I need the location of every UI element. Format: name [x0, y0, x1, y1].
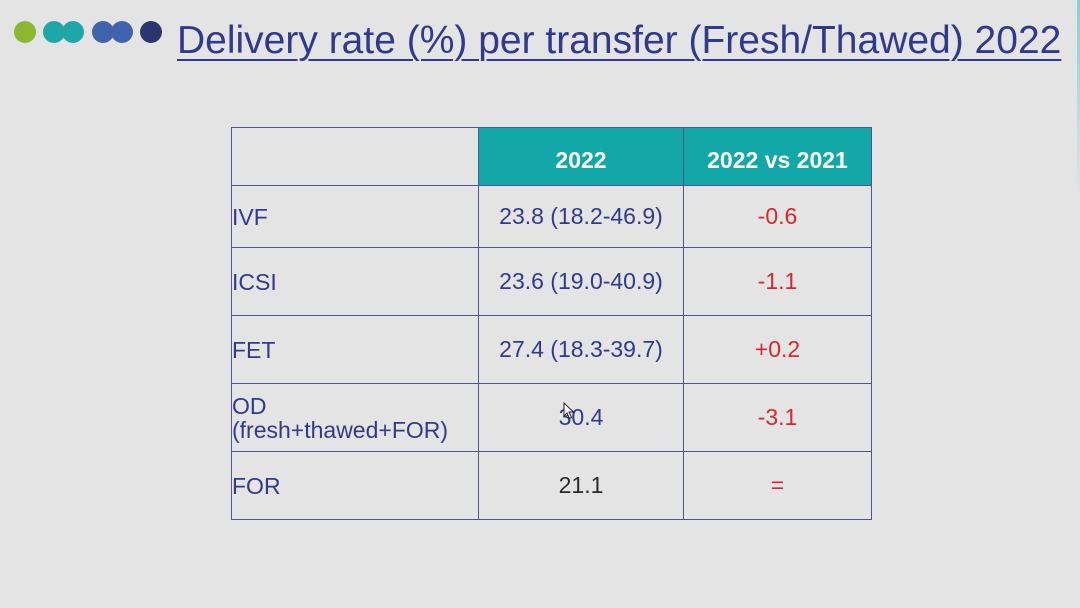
row-label-cell: IVF	[231, 185, 479, 248]
header-cell-empty	[231, 127, 479, 186]
row-label-cell: OD (fresh+thawed+FOR)	[231, 383, 479, 452]
dot-teal-icon	[43, 21, 65, 43]
row-label-cell: ICSI	[231, 247, 479, 316]
header-cell-2022: 2022	[478, 127, 684, 186]
row-label-cell: FOR	[231, 451, 479, 520]
edge-accent	[1077, 0, 1080, 200]
mouse-pointer-icon	[563, 402, 575, 420]
header-cell-2022-vs-2021: 2022 vs 2021	[683, 127, 872, 186]
dot-navy-icon	[140, 21, 162, 43]
dot-green-icon	[14, 21, 36, 43]
table-row: FOR 21.1 =	[231, 451, 872, 520]
row-label: FET	[232, 336, 276, 363]
value-cell: 21.1	[478, 451, 684, 520]
change-cell: -3.1	[683, 383, 872, 452]
table-row: IVF 23.8 (18.2-46.9) -0.6	[231, 185, 872, 248]
row-label: IVF	[232, 203, 268, 230]
value-cell: 23.8 (18.2-46.9)	[478, 185, 684, 248]
table-header-row: 2022 2022 vs 2021	[231, 127, 872, 186]
change-cell: +0.2	[683, 315, 872, 384]
dot-teal-icon	[62, 21, 84, 43]
delivery-rate-table: 2022 2022 vs 2021 IVF 23.8 (18.2-46.9) -…	[231, 127, 872, 520]
row-label-sub: (fresh+thawed+FOR)	[232, 416, 449, 443]
row-label: FOR	[232, 472, 281, 499]
row-label-cell: FET	[231, 315, 479, 384]
row-label: ICSI	[232, 268, 277, 295]
change-cell: =	[683, 451, 872, 520]
table-row: FET 27.4 (18.3-39.7) +0.2	[231, 315, 872, 384]
change-cell: -1.1	[683, 247, 872, 316]
value-cell: 23.6 (19.0-40.9)	[478, 247, 684, 316]
dot-blue-icon	[92, 21, 114, 43]
row-label: OD	[232, 392, 267, 419]
change-cell: -0.6	[683, 185, 872, 248]
table-row: ICSI 23.6 (19.0-40.9) -1.1	[231, 247, 872, 316]
slide-title: Delivery rate (%) per transfer (Fresh/Th…	[177, 19, 1062, 62]
value-cell: 30.4	[478, 383, 684, 452]
value-cell: 27.4 (18.3-39.7)	[478, 315, 684, 384]
dot-blue-icon	[111, 21, 133, 43]
table-row: OD (fresh+thawed+FOR) 30.4 -3.1	[231, 383, 872, 452]
decorative-dots	[14, 21, 164, 45]
